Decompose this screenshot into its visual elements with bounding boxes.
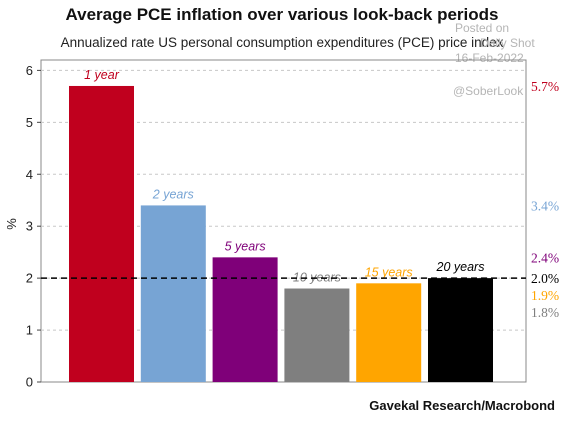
bar-label-1-year: 1 year bbox=[84, 68, 120, 82]
y-tick-label-6: 6 bbox=[26, 63, 33, 78]
bar-label-15-years: 15 years bbox=[365, 265, 413, 279]
right-value-label-2-years: 3.4% bbox=[531, 198, 559, 213]
watermark-line-2: Daily Shot bbox=[480, 36, 535, 50]
right-value-label-1-year: 5.7% bbox=[531, 79, 559, 94]
right-value-label-20-years: 2.0% bbox=[531, 271, 559, 286]
y-tick-label-3: 3 bbox=[26, 219, 33, 234]
y-tick-label-4: 4 bbox=[26, 167, 33, 182]
source-credit: Gavekal Research/Macrobond bbox=[369, 398, 555, 413]
y-tick-label-0: 0 bbox=[26, 375, 33, 390]
plot-frame bbox=[40, 59, 527, 383]
y-tick-label-5: 5 bbox=[26, 115, 33, 130]
bar-1-year bbox=[69, 85, 134, 382]
bar-15-years bbox=[356, 283, 422, 382]
bar-label-2-years: 2 years bbox=[152, 187, 194, 201]
bar-label-5-years: 5 years bbox=[225, 239, 266, 253]
right-value-labels: 5.7% 3.4% 2.4% 2.0% 1.9% 1.8% bbox=[531, 79, 559, 320]
bar-10-years bbox=[284, 288, 350, 382]
bar-2-years bbox=[140, 205, 206, 382]
chart-title: Average PCE inflation over various look-… bbox=[66, 5, 499, 24]
watermark-line-4: @SoberLook bbox=[453, 84, 524, 98]
right-value-label-5-years: 2.4% bbox=[531, 250, 559, 265]
chart-subtitle: Annualized rate US personal consumption … bbox=[61, 35, 504, 50]
y-tick-label-2: 2 bbox=[26, 271, 33, 286]
y-tick-label-1: 1 bbox=[26, 323, 33, 338]
watermark-line-1: Posted on bbox=[455, 21, 509, 35]
bar-label-20-years: 20 years bbox=[436, 260, 485, 274]
bar-5-years bbox=[212, 257, 278, 382]
watermark: Posted on Daily Shot 16-Feb-2022 @SoberL… bbox=[453, 21, 535, 98]
bar-20-years bbox=[428, 278, 493, 382]
right-value-label-15-years: 1.9% bbox=[531, 288, 559, 303]
y-axis-label: % bbox=[4, 218, 19, 230]
right-value-label-10-years: 1.8% bbox=[531, 305, 559, 320]
watermark-line-3: 16-Feb-2022 bbox=[455, 51, 524, 65]
